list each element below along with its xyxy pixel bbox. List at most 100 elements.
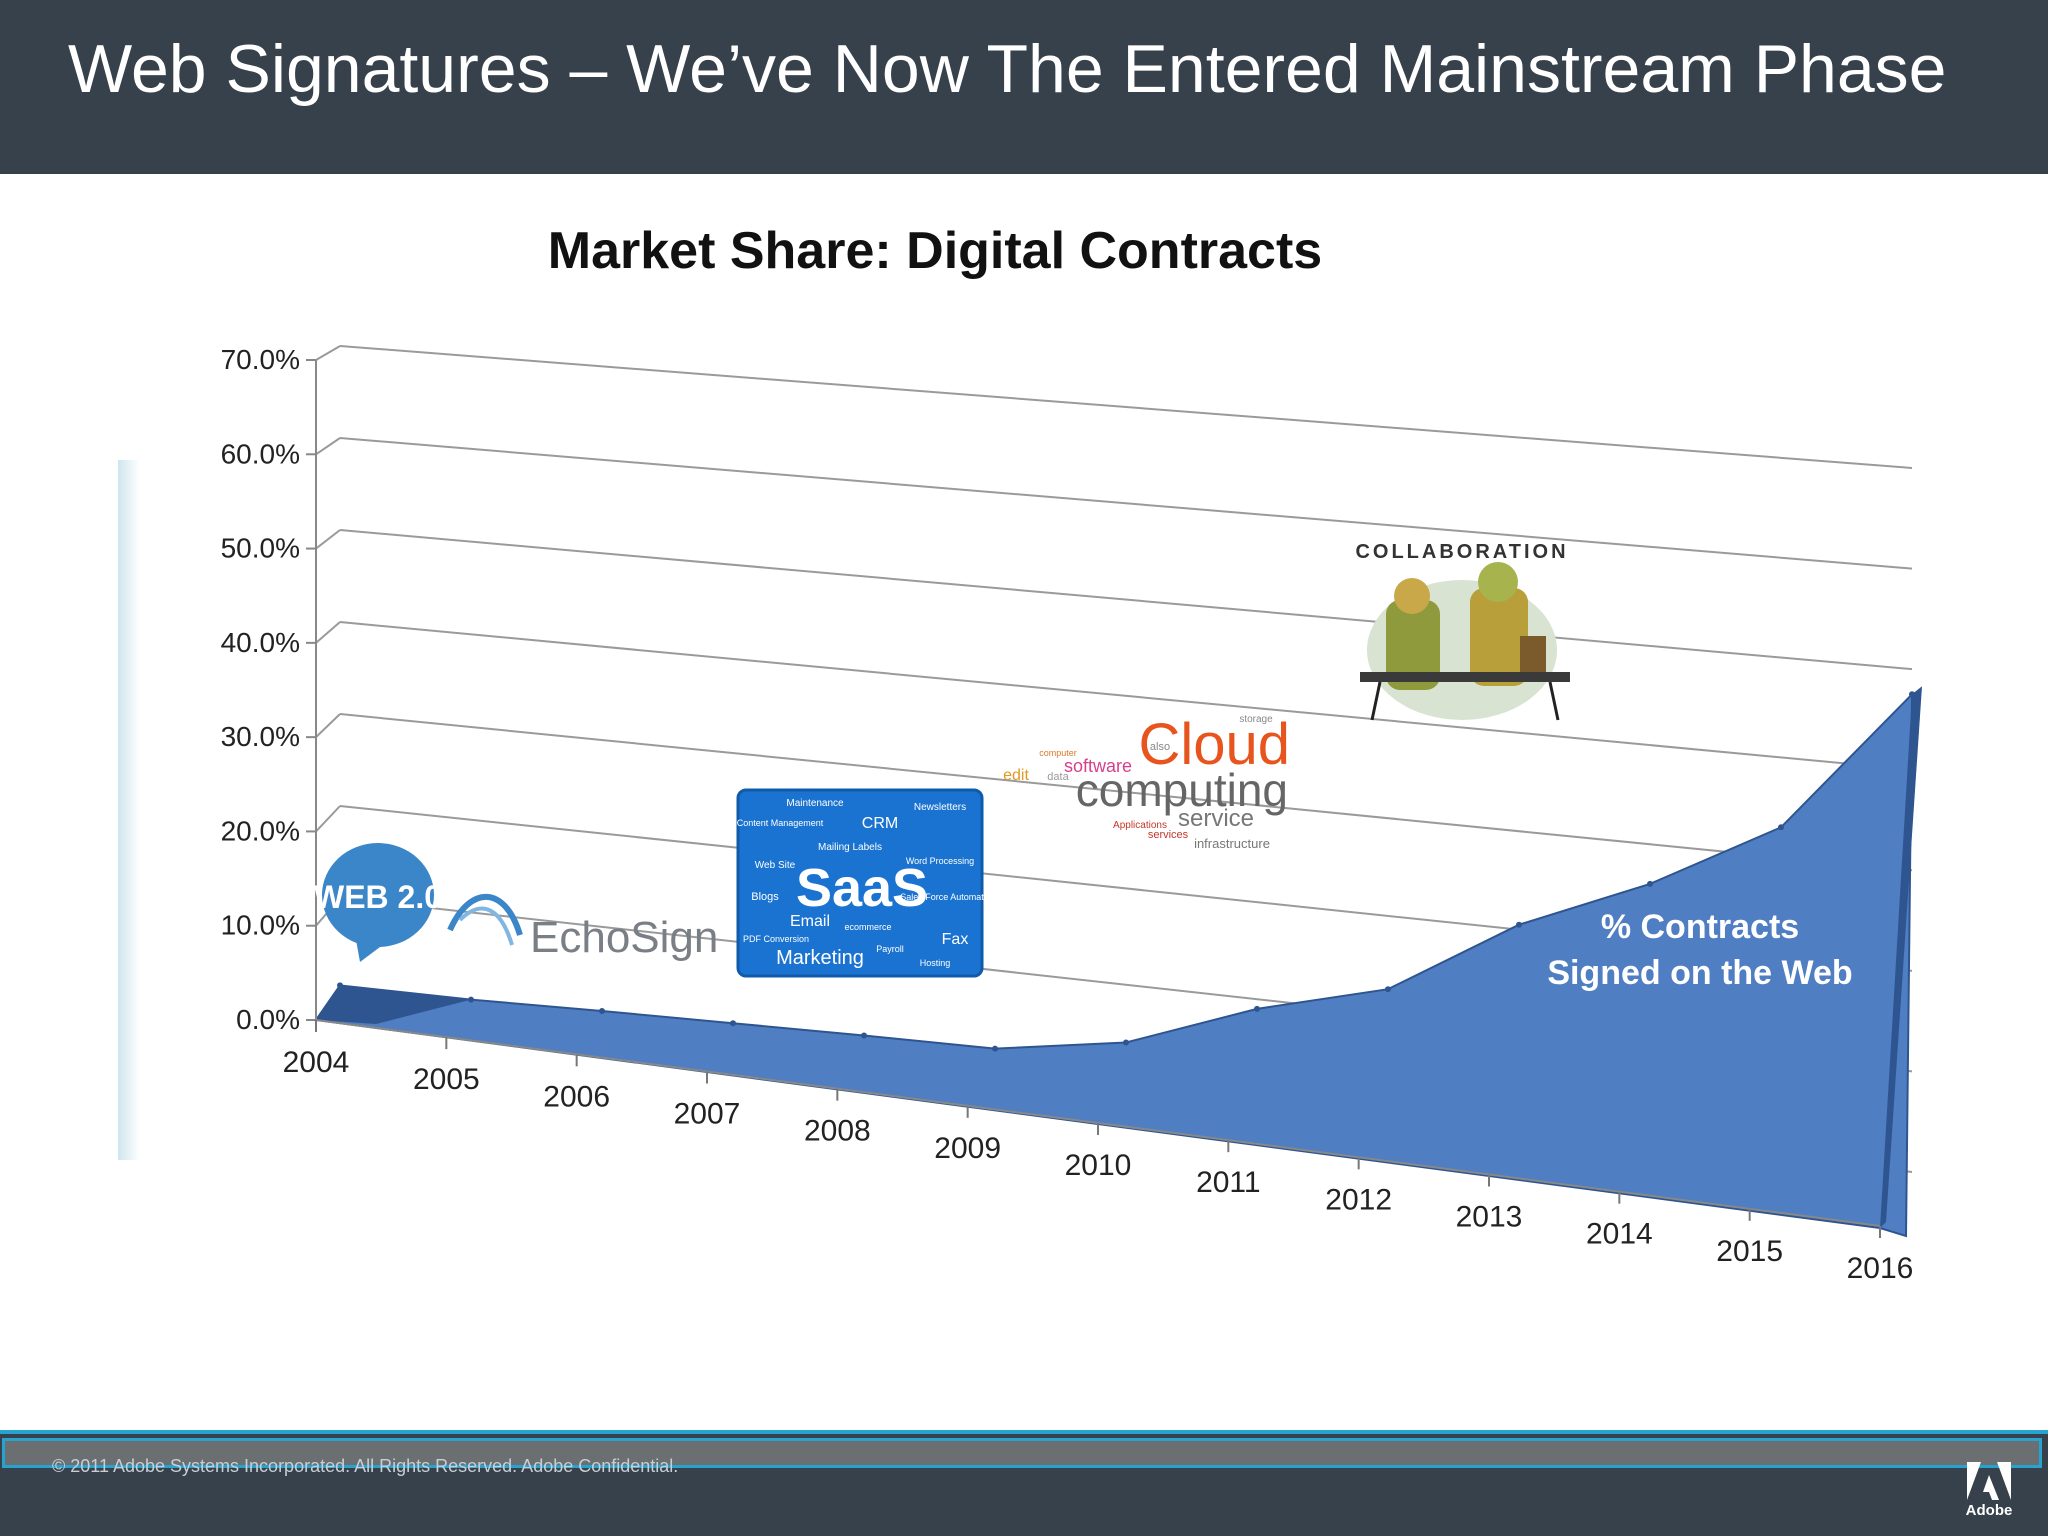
saas-word: ecommerce	[844, 922, 891, 932]
x-tick-label: 2005	[413, 1063, 480, 1096]
saas-word: Newsletters	[914, 802, 966, 813]
footer-strip	[2, 1438, 2042, 1468]
x-tick-label: 2009	[934, 1132, 1001, 1165]
gridline-side	[315, 529, 341, 550]
x-tick-label: 2016	[1847, 1252, 1914, 1285]
data-point-2012	[1385, 986, 1391, 993]
table-leg-icon	[1548, 681, 1560, 721]
x-tick-label: 2008	[804, 1115, 871, 1148]
adobe-logo: Adobe	[1958, 1462, 2020, 1526]
slide-title: Web Signatures – We’ve Now The Entered M…	[68, 31, 1947, 107]
area-side	[1880, 686, 1922, 1228]
saas-word: Mailing Labels	[818, 842, 882, 853]
saas-word: Content Management	[737, 818, 824, 828]
gridline-side	[315, 437, 341, 456]
cloud-small-word: computer	[1039, 748, 1077, 758]
cloud-small-word: also	[1150, 741, 1170, 753]
saas-tile	[736, 788, 984, 978]
y-tick-label: 20.0%	[221, 815, 300, 846]
collaboration-illustration	[1360, 562, 1570, 721]
saas-text: SaaS	[796, 858, 928, 918]
echosign-logo-icon	[447, 893, 523, 936]
x-tick-label: 2010	[1065, 1149, 1132, 1182]
axes: 2004 2005 2006 2007 2008 2009 2010 2011 2012 2013…	[283, 360, 1914, 1285]
saas-word: Fax	[942, 931, 969, 948]
area-top-edge	[316, 985, 471, 1024]
series-label: % Contracts	[1601, 908, 1799, 946]
saas-word: Web Site	[755, 860, 796, 871]
x-tick-label: 2013	[1456, 1201, 1523, 1234]
copyright-text: © 2011 Adobe Systems Incorporated. All R…	[52, 1456, 679, 1476]
data-point-2007	[730, 1020, 736, 1027]
collaboration-text: COLLABORATION	[1355, 541, 1568, 563]
header-bar: Web Signatures – We’ve Now The Entered M…	[0, 0, 2048, 174]
gridline-side	[315, 805, 341, 833]
saas-word: Hosting	[920, 958, 951, 968]
gridline	[339, 529, 1913, 671]
table-leg-icon	[1370, 681, 1382, 721]
table-icon	[1360, 672, 1570, 682]
figure-left-icon	[1386, 600, 1440, 690]
data-point-2004	[337, 982, 343, 989]
data-point-2011	[1254, 1005, 1260, 1012]
web20-bubble-tail	[356, 940, 384, 962]
y-tick-label: 70.0%	[221, 344, 300, 375]
saas-word: Maintenance	[786, 798, 844, 809]
decorative-shade	[118, 460, 140, 1160]
gridline	[339, 345, 1913, 469]
gridline	[339, 713, 1913, 872]
saas-word: Email	[790, 913, 830, 930]
x-tick-label: 2004	[283, 1046, 350, 1079]
saas-word: Blogs	[751, 891, 779, 903]
saas-word: Word Processing	[906, 856, 974, 866]
y-tick-label: 10.0%	[221, 910, 300, 941]
cloud-small-word: software	[1064, 756, 1132, 776]
saas-word: Sales Force Automation	[900, 892, 996, 902]
saas-word: Marketing	[776, 947, 864, 969]
data-point-2014	[1647, 880, 1653, 887]
saas-word: CRM	[862, 815, 898, 832]
y-tick-label: 0.0%	[236, 1004, 300, 1035]
gridline-side	[315, 345, 341, 361]
adobe-a-icon	[1967, 1462, 2011, 1500]
x-tick-label: 2015	[1716, 1235, 1783, 1268]
adobe-logo-text: Adobe	[1965, 1502, 2013, 1519]
head-left-icon	[1394, 578, 1430, 614]
data-point-2009	[992, 1045, 998, 1052]
y-tick-label: 30.0%	[221, 721, 300, 752]
y-tick-label: 50.0%	[221, 533, 300, 564]
data-point-2016	[1909, 691, 1915, 698]
gridline	[339, 437, 1913, 570]
x-tick-label: 2011	[1196, 1166, 1261, 1199]
gridline-side	[315, 621, 341, 644]
data-point-2008	[861, 1032, 867, 1039]
cloud-small-word: service	[1178, 805, 1254, 832]
cloud-small-word: services	[1148, 829, 1189, 841]
web20-text: WEB 2.0	[314, 879, 442, 915]
computing-word: computing	[1076, 764, 1288, 816]
x-tick-label: 2006	[543, 1080, 610, 1113]
saas-word: PDF Conversion	[743, 934, 809, 944]
cloud-small-word: data	[1047, 771, 1069, 783]
cloud-small-word: edit	[1003, 767, 1029, 784]
data-point-2015	[1778, 824, 1784, 831]
y-tick-label: 40.0%	[221, 627, 300, 658]
gridline-side	[315, 713, 341, 738]
saas-word: Payroll	[876, 944, 904, 954]
data-point-2010	[1123, 1039, 1129, 1046]
data-point-2005	[468, 996, 474, 1003]
chart-title: Market Share: Digital Contracts	[548, 222, 1322, 280]
echosign-text: EchoSign	[530, 913, 718, 962]
series-label: Signed on the Web	[1547, 954, 1852, 992]
cloud-small-word: infrastructure	[1194, 836, 1270, 851]
area-series	[314, 686, 1922, 1238]
x-tick-label: 2012	[1325, 1183, 1392, 1216]
web20-bubble	[322, 843, 434, 947]
y-tick-label: 60.0%	[221, 438, 300, 469]
echosign-logo-icon	[458, 906, 514, 946]
cloud-word: Cloud	[1138, 712, 1290, 777]
annotations: % Contracts Signed on the Web WEB 2.0 EchoS…	[314, 541, 1853, 992]
book-icon	[1520, 636, 1546, 676]
head-right-icon	[1478, 562, 1518, 602]
figure-right-icon	[1470, 588, 1528, 686]
